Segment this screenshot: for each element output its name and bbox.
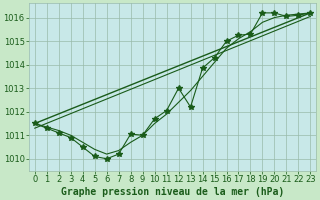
X-axis label: Graphe pression niveau de la mer (hPa): Graphe pression niveau de la mer (hPa) [61, 186, 284, 197]
